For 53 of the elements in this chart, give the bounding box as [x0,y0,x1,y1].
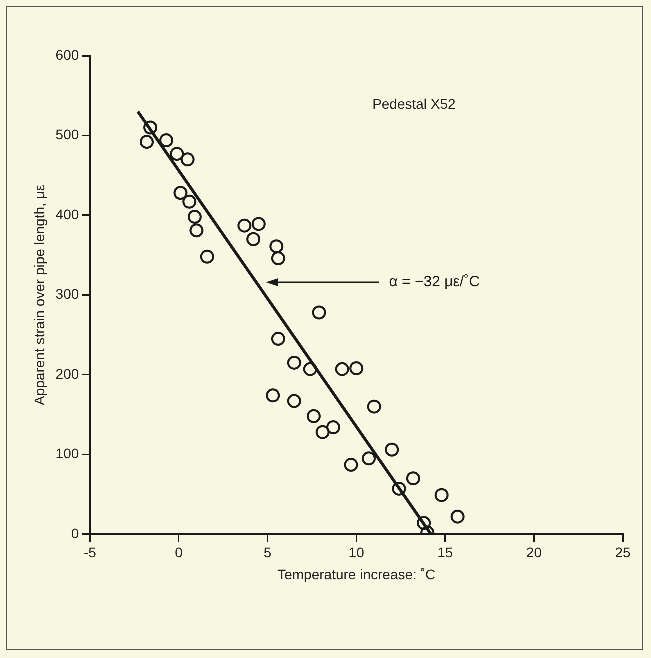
point [385,442,400,457]
x-tick-label: 5 [264,544,272,561]
point [270,240,284,254]
point [160,134,174,148]
point [238,218,252,233]
point [335,362,350,376]
annotation: α = −32 με/˚C [389,274,480,291]
y-axis-title: Apparent strain over pipe length, με [31,184,48,406]
point [350,362,364,376]
point [246,232,261,246]
x-tick-label: 25 [615,544,631,561]
point [392,482,406,496]
y-tick-label: 600 [56,46,80,63]
point [266,388,280,403]
point [306,409,321,424]
point [190,224,204,238]
point [140,135,154,150]
point [316,425,330,440]
point [271,332,286,346]
x-axis-title: Temperature increase: ˚C [278,566,436,582]
y-tick-label: 500 [56,126,80,143]
point [312,306,326,320]
point [287,394,302,408]
y-tick-label: 300 [56,286,80,302]
x-tick-label: 10 [348,544,365,561]
y-tick-label: 100 [56,446,80,462]
point [252,217,266,232]
y-tick-label: 400 [56,206,80,222]
y-tick-label: 0 [71,525,80,542]
point [362,452,376,466]
point [450,510,465,524]
point [417,516,432,530]
point [367,400,382,414]
x-tick-label: -5 [84,544,97,561]
point [180,152,195,167]
point [182,194,197,209]
y-tick-label: 200 [56,366,80,382]
point [174,186,188,200]
point [144,120,158,135]
point [326,420,340,435]
point [200,250,214,264]
point [406,472,420,486]
point [344,458,358,472]
point [287,356,302,370]
point [271,252,286,266]
point [170,147,184,162]
point [303,362,318,376]
x-tick-label: 0 [175,544,184,561]
annotation: Pedestal X52 [372,96,456,112]
x-tick-label: 15 [438,544,454,561]
x-tick-label: 20 [526,544,542,561]
point [188,210,202,224]
point [434,488,449,502]
